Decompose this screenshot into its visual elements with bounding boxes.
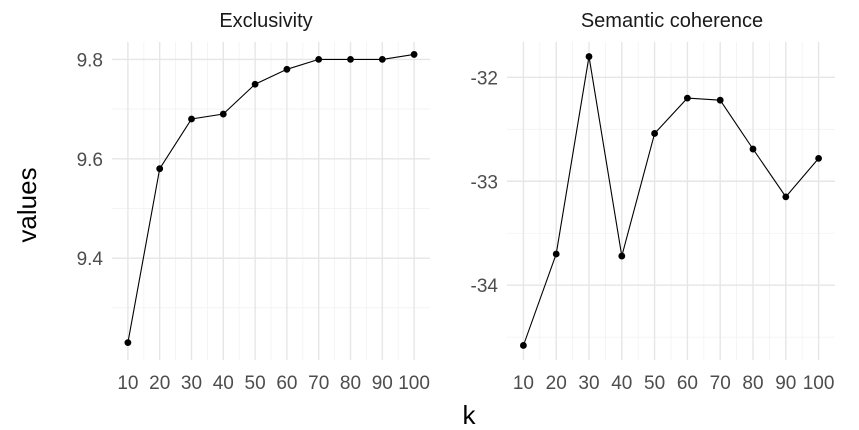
x-tick-label: 10 xyxy=(117,373,138,394)
y-tick-label: 9.8 xyxy=(77,50,103,71)
x-tick-label: 90 xyxy=(775,373,796,394)
x-tick-label: 50 xyxy=(245,373,266,394)
x-tick-label: 60 xyxy=(677,373,698,394)
x-tick-label: 70 xyxy=(308,373,329,394)
grid-exclusivity xyxy=(112,42,430,360)
data-point xyxy=(283,65,291,73)
data-point xyxy=(552,250,560,258)
x-tick-label: 30 xyxy=(578,373,599,394)
y-tick-label: 9.6 xyxy=(77,150,103,171)
series-line-semantic-coherence xyxy=(522,56,820,346)
x-tick-label: 70 xyxy=(710,373,731,394)
panel-semantic-coherence: Semantic coherence 10 20 30 40 50 60 70 80 90 100… xyxy=(471,10,835,394)
data-point xyxy=(651,130,658,137)
data-point xyxy=(124,339,132,347)
panel-exclusivity: Exclusivity 10 20 30 40 50 60 70 80 90 100 9.4 9.6 9… xyxy=(77,10,430,394)
data-point xyxy=(815,154,822,162)
data-point xyxy=(716,96,724,104)
x-tick-label: 80 xyxy=(742,373,763,394)
x-tick-label: 40 xyxy=(611,373,632,394)
x-axis-title: k xyxy=(463,400,477,430)
grid-semantic-coherence xyxy=(507,42,835,360)
x-tick-label: 30 xyxy=(181,373,202,394)
x-tick-label: 100 xyxy=(803,373,835,394)
panel-title-semantic-coherence: Semantic coherence xyxy=(581,10,763,32)
data-point xyxy=(156,165,164,173)
y-tick-label: -32 xyxy=(471,68,498,89)
data-point xyxy=(315,55,323,63)
data-point xyxy=(188,115,195,123)
data-point xyxy=(378,55,386,63)
data-point xyxy=(251,80,259,88)
data-point xyxy=(749,145,757,153)
x-tick-label: 40 xyxy=(213,373,234,394)
y-tick-label: -33 xyxy=(471,172,498,193)
y-tick-label: -34 xyxy=(471,276,499,297)
data-point xyxy=(219,110,227,118)
panel-title-exclusivity: Exclusivity xyxy=(219,10,312,32)
data-point xyxy=(585,53,593,60)
data-point xyxy=(782,193,790,201)
x-tick-label: 50 xyxy=(644,373,665,394)
data-point xyxy=(684,94,691,102)
y-tick-label: 9.4 xyxy=(77,249,104,270)
y-axis-title: values xyxy=(12,167,42,242)
series-line-exclusivity xyxy=(127,53,415,343)
data-point xyxy=(618,252,626,260)
data-point xyxy=(347,55,354,63)
x-tick-label: 20 xyxy=(546,373,567,394)
x-tick-label: 90 xyxy=(372,373,393,394)
x-tick-label: 100 xyxy=(398,373,430,394)
data-point xyxy=(520,342,527,349)
x-tick-label: 60 xyxy=(276,373,297,394)
data-point xyxy=(410,51,418,58)
x-tick-label: 80 xyxy=(340,373,361,394)
x-tick-label: 20 xyxy=(149,373,170,394)
x-tick-label: 10 xyxy=(513,373,534,394)
